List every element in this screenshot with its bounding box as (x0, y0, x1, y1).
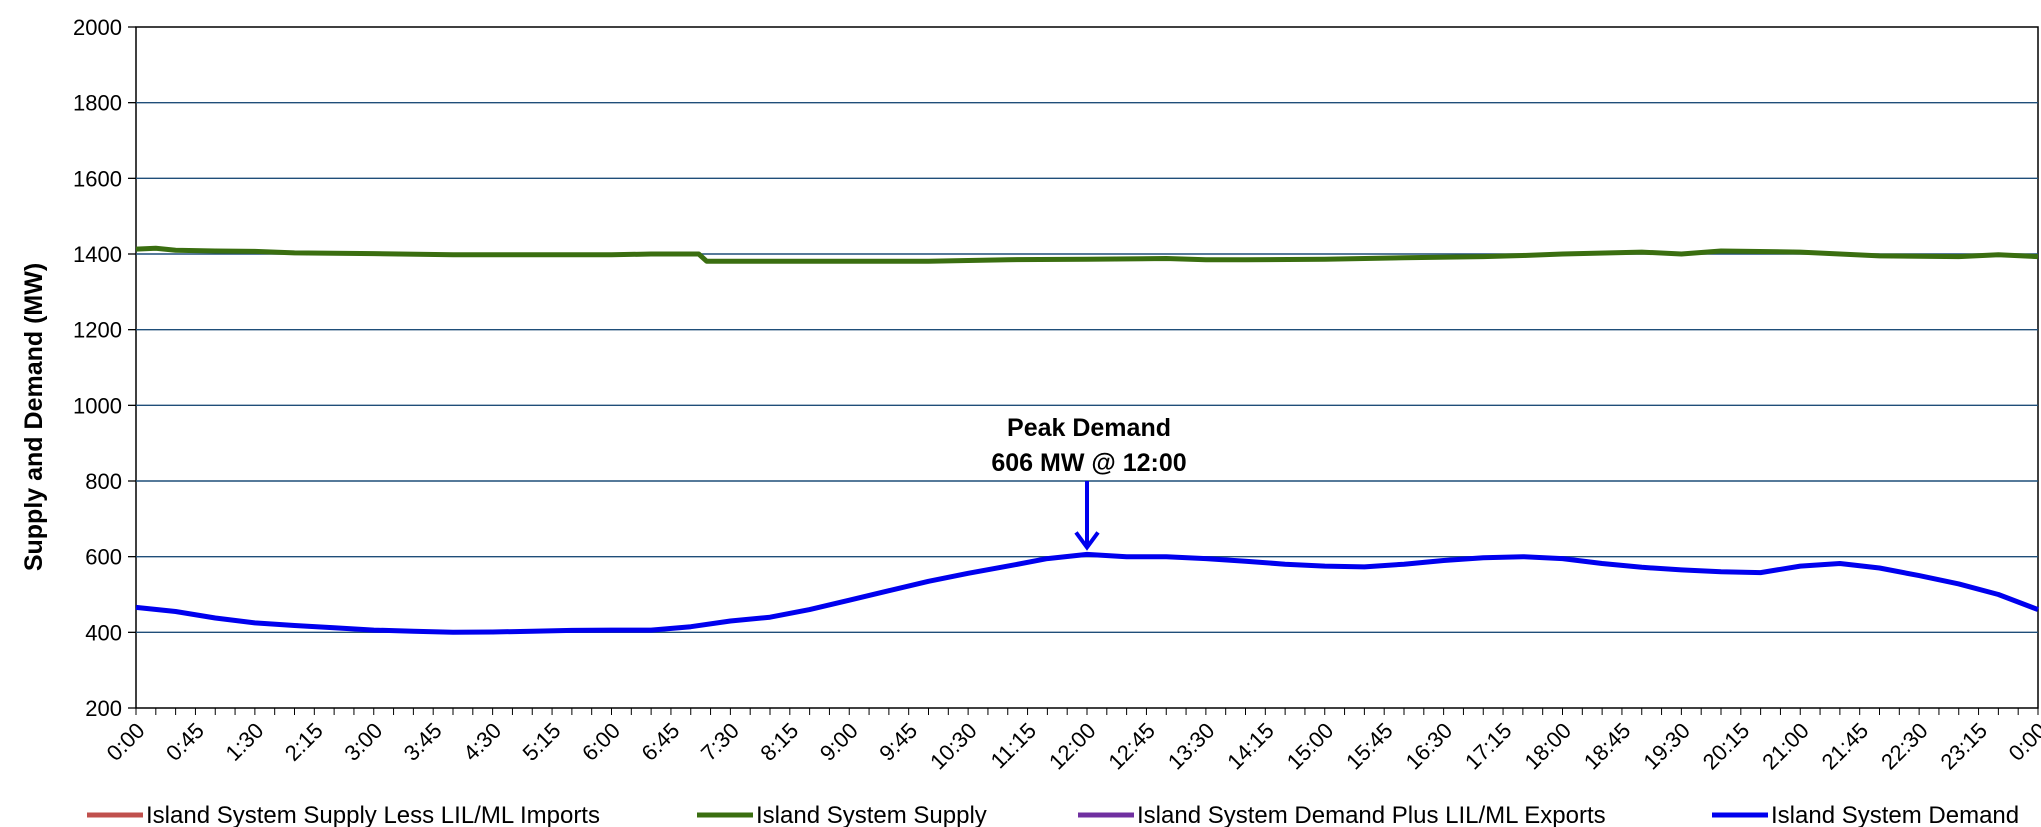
x-tick-label: 0:45 (161, 718, 209, 766)
x-tick-label: 21:00 (1757, 718, 1814, 775)
annotation-arrow-head (1074, 531, 1100, 551)
x-tick-label: 23:15 (1935, 718, 1992, 775)
legend-label: Island System Supply Less LIL/ML Imports (146, 802, 600, 827)
x-tick-label: 20:15 (1698, 718, 1755, 775)
plot-area (135, 26, 2039, 709)
x-tick-label: 13:30 (1163, 718, 1220, 775)
y-tick-label: 800 (85, 469, 122, 494)
series-line-island-system-demand (135, 551, 2039, 635)
y-tick-label: 1600 (73, 166, 122, 191)
peak-annotation: Peak Demand 606 MW @ 12:00 (991, 414, 1187, 551)
x-tick-label: 8:15 (755, 718, 803, 766)
x-tick-label: 6:45 (637, 718, 685, 766)
y-tick-label: 2000 (73, 15, 122, 40)
x-tick-label: 2:15 (280, 718, 328, 766)
legend: Island System Supply Less LIL/ML Imports… (87, 802, 2019, 827)
legend-label: Island System Demand Plus LIL/ML Exports (1137, 802, 1606, 827)
y-axis-title: Supply and Demand (MW) (20, 263, 48, 571)
x-tick-label: 3:45 (399, 718, 447, 766)
x-tick-label: 16:30 (1401, 718, 1458, 775)
x-tick-label: 0:00 (2004, 718, 2041, 766)
y-tick-label: 200 (85, 696, 122, 721)
y-tick-label: 1400 (73, 242, 122, 267)
y-tick-label: 1200 (73, 318, 122, 343)
x-tick-label: 3:00 (339, 718, 387, 766)
x-tick-label: 0:00 (102, 718, 150, 766)
x-tick-label: 15:00 (1282, 718, 1339, 775)
x-tick-label: 18:00 (1519, 718, 1576, 775)
annotation-title: Peak Demand (1007, 414, 1171, 442)
x-tick-label: 22:30 (1876, 718, 1933, 775)
x-tick-label: 9:00 (815, 718, 863, 766)
x-tick-label: 17:15 (1460, 718, 1517, 775)
x-tick-label: 9:45 (874, 718, 922, 766)
legend-label: Island System Supply (756, 802, 987, 827)
series-lines (135, 245, 2039, 635)
x-tick-label: 12:00 (1044, 718, 1101, 775)
x-tick-label: 21:45 (1817, 718, 1874, 775)
x-tick-label: 19:30 (1638, 718, 1695, 775)
axes: 200 400 600 800 1000 1200 1400 1600 1800 2000 0:00… (73, 15, 2041, 774)
gridlines (135, 26, 2039, 709)
x-tick-label: 10:30 (925, 718, 982, 775)
x-tick-label: 1:30 (220, 718, 268, 766)
y-tick-label: 400 (85, 620, 122, 645)
legend-label: Island System Demand (1771, 802, 2019, 827)
y-tick-label: 600 (85, 545, 122, 570)
x-tick-label: 6:00 (577, 718, 625, 766)
series-line-island-system-supply (135, 245, 2039, 264)
x-tick-label: 7:30 (696, 718, 744, 766)
x-tick-label: 11:15 (986, 718, 1041, 773)
y-tick-label: 1800 (73, 91, 122, 116)
y-tick-label: 1000 (73, 393, 122, 418)
x-tick-label: 5:15 (518, 718, 566, 766)
x-tick-label: 12:45 (1103, 718, 1160, 775)
x-tick-label: 15:45 (1341, 718, 1398, 775)
x-tick-label: 4:30 (458, 718, 506, 766)
x-tick-label: 14:15 (1222, 718, 1279, 775)
annotation-value: 606 MW @ 12:00 (991, 449, 1186, 477)
x-tick-label: 18:45 (1579, 718, 1636, 775)
